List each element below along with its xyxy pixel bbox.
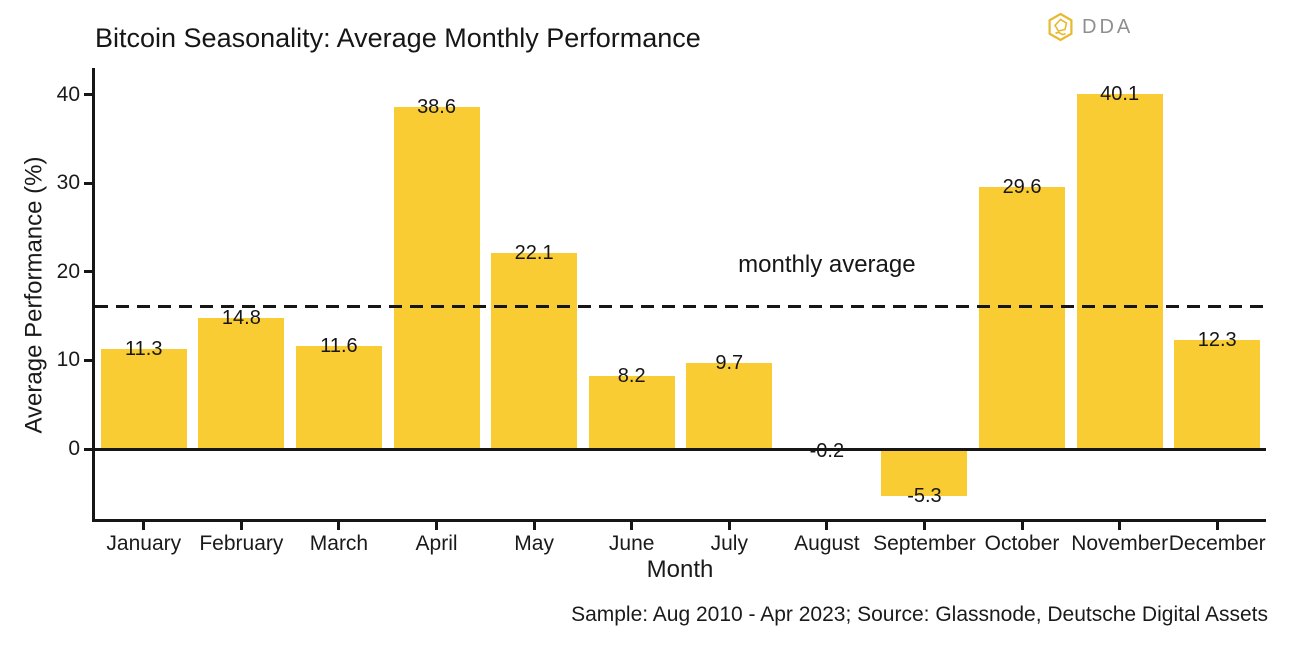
- source-caption: Sample: Aug 2010 - Apr 2023; Source: Gla…: [571, 603, 1268, 626]
- value-label-july: 9.7: [715, 352, 744, 375]
- bar-september: [881, 449, 968, 496]
- bar-january: [100, 348, 187, 449]
- x-tick-label-march: March: [309, 532, 369, 555]
- bar-december: [1174, 340, 1261, 449]
- x-tick-label-january: January: [106, 532, 182, 555]
- bar-february: [198, 317, 285, 449]
- x-tick-january: [142, 522, 146, 530]
- x-tick-march: [337, 522, 341, 530]
- bar-june: [588, 376, 675, 449]
- x-tick-label-october: October: [984, 532, 1060, 555]
- x-tick-label-september: September: [873, 532, 976, 555]
- x-tick-april: [435, 522, 439, 530]
- y-tick-40: [84, 93, 92, 97]
- chart-title: Bitcoin Seasonality: Average Monthly Per…: [95, 23, 701, 53]
- x-tick-december: [1215, 522, 1219, 530]
- x-tick-july: [727, 522, 731, 530]
- monthly-average-line: [95, 304, 1266, 308]
- zero-baseline: [95, 447, 1266, 451]
- y-axis-title: Average Performance (%): [20, 156, 48, 434]
- x-tick-label-december: December: [1168, 532, 1266, 555]
- y-axis-line: [92, 68, 95, 522]
- bar-october: [979, 186, 1066, 449]
- x-tick-label-november: November: [1071, 532, 1169, 555]
- x-tick-september: [922, 522, 926, 530]
- y-tick-10: [84, 358, 92, 362]
- y-tick-label-0: 0: [68, 437, 80, 460]
- dda-hexagon-icon: [1048, 12, 1073, 42]
- value-label-november: 40.1: [1100, 82, 1140, 105]
- value-label-december: 12.3: [1197, 329, 1237, 352]
- x-tick-may: [532, 522, 536, 530]
- x-axis-line: [92, 519, 1266, 522]
- bar-march: [295, 346, 382, 449]
- value-label-january: 11.3: [125, 337, 163, 360]
- x-tick-february: [239, 522, 243, 530]
- value-label-may: 22.1: [514, 242, 554, 265]
- monthly-average-label: monthly average: [738, 251, 916, 279]
- value-label-february: 14.8: [221, 306, 261, 329]
- bar-april: [393, 106, 480, 449]
- y-tick-label-40: 40: [56, 82, 80, 106]
- value-label-august: -0.2: [809, 439, 845, 462]
- value-label-april: 38.6: [417, 95, 456, 118]
- x-tick-label-august: August: [794, 532, 860, 555]
- x-tick-label-july: July: [710, 532, 748, 555]
- bar-may: [491, 253, 578, 449]
- bar-july: [686, 363, 773, 449]
- x-tick-label-april: April: [415, 532, 458, 555]
- y-tick-30: [84, 181, 92, 185]
- x-tick-october: [1020, 522, 1024, 530]
- y-tick-20: [84, 270, 92, 274]
- y-tick-label-20: 20: [56, 259, 80, 283]
- dda-logo-text: DDA: [1082, 15, 1134, 38]
- x-tick-june: [630, 522, 634, 530]
- y-tick-0: [84, 447, 92, 451]
- value-label-september: -5.3: [907, 484, 942, 507]
- x-tick-november: [1118, 522, 1122, 530]
- value-label-march: 11.6: [320, 335, 358, 358]
- x-tick-label-may: May: [514, 532, 554, 555]
- x-axis-title: Month: [646, 556, 714, 583]
- bar-november: [1076, 93, 1163, 449]
- dda-logo: DDA: [1046, 12, 1133, 42]
- x-tick-label-february: February: [199, 532, 284, 555]
- x-tick-label-june: June: [608, 532, 655, 555]
- y-tick-label-10: 10: [56, 348, 80, 372]
- x-tick-august: [825, 522, 829, 530]
- value-label-june: 8.2: [617, 365, 646, 388]
- y-tick-label-30: 30: [56, 171, 80, 195]
- value-label-october: 29.6: [1002, 175, 1042, 198]
